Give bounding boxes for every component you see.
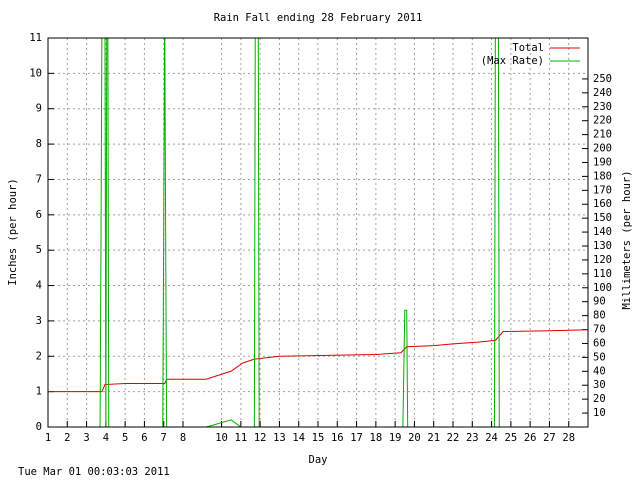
y2-tick-label: 210 bbox=[593, 129, 612, 141]
y2-tick-label: 110 bbox=[593, 268, 612, 280]
y-tick-label: 6 bbox=[36, 209, 42, 221]
y-tick-label: 8 bbox=[36, 138, 42, 150]
legend-label: Total bbox=[512, 42, 544, 54]
x-tick-label: 6 bbox=[141, 432, 147, 444]
x-tick-label: 5 bbox=[122, 432, 128, 444]
y2-tick-label: 150 bbox=[593, 212, 612, 224]
y-tick-label: 10 bbox=[29, 67, 42, 79]
plot-border bbox=[47, 37, 589, 428]
y2-tick-label: 60 bbox=[593, 337, 606, 349]
plot-area bbox=[48, 38, 588, 427]
y-tick-label: 7 bbox=[36, 173, 42, 185]
x-tick-label: 17 bbox=[350, 432, 363, 444]
x-tick-label: 15 bbox=[312, 432, 325, 444]
y-tick-label: 11 bbox=[29, 32, 42, 44]
y2-tick-label: 40 bbox=[593, 365, 606, 377]
x-tick-label: 2 bbox=[64, 432, 70, 444]
x-tick-label: 8 bbox=[180, 432, 186, 444]
y2-axis-label: Millimeters (per hour) bbox=[621, 170, 633, 309]
y2-tick-label: 240 bbox=[593, 87, 612, 99]
x-tick-label: 23 bbox=[466, 432, 479, 444]
y2-tick-label: 70 bbox=[593, 324, 606, 336]
x-tick-label: 1 bbox=[45, 432, 51, 444]
x-tick-label: 19 bbox=[389, 432, 402, 444]
x-tick-label: 13 bbox=[273, 432, 286, 444]
y-tick-label: 4 bbox=[36, 280, 42, 292]
y2-tick-label: 190 bbox=[593, 156, 612, 168]
legend-label: (Max Rate) bbox=[481, 55, 544, 67]
y2-tick-label: 50 bbox=[593, 351, 606, 363]
x-tick-label: 20 bbox=[408, 432, 421, 444]
x-tick-label: 22 bbox=[447, 432, 460, 444]
x-tick-label: 25 bbox=[505, 432, 518, 444]
y2-tick-label: 100 bbox=[593, 282, 612, 294]
series-line bbox=[48, 38, 588, 427]
x-tick-label: 28 bbox=[562, 432, 575, 444]
y-tick-label: 9 bbox=[36, 103, 42, 115]
x-axis-label: Day bbox=[309, 454, 328, 466]
y2-tick-label: 130 bbox=[593, 240, 612, 252]
y2-tick-label: 30 bbox=[593, 379, 606, 391]
x-tick-label: 7 bbox=[161, 432, 167, 444]
x-tick-label: 27 bbox=[543, 432, 556, 444]
y-tick-label: 2 bbox=[36, 350, 42, 362]
x-tick-label: 11 bbox=[235, 432, 248, 444]
y2-tick-label: 180 bbox=[593, 170, 612, 182]
x-tick-label: 18 bbox=[370, 432, 383, 444]
x-tick-label: 10 bbox=[215, 432, 228, 444]
y2-tick-label: 90 bbox=[593, 296, 606, 308]
chart-title: Rain Fall ending 28 February 2011 bbox=[214, 12, 423, 24]
x-tick-label: 3 bbox=[83, 432, 89, 444]
y2-tick-label: 250 bbox=[593, 73, 612, 85]
y2-tick-label: 230 bbox=[593, 101, 612, 113]
y2-tick-label: 10 bbox=[593, 407, 606, 419]
y2-tick-label: 140 bbox=[593, 226, 612, 238]
series-line bbox=[48, 329, 588, 393]
x-tick-label: 12 bbox=[254, 432, 267, 444]
y2-tick-label: 120 bbox=[593, 254, 612, 266]
footer: Tue Mar 01 00:03:03 2011 bbox=[18, 466, 170, 478]
y-tick-label: 1 bbox=[36, 386, 42, 398]
x-tick-label: 14 bbox=[292, 432, 305, 444]
y-tick-label: 5 bbox=[36, 244, 42, 256]
x-tick-label: 26 bbox=[524, 432, 537, 444]
y-tick-label: 0 bbox=[36, 421, 42, 433]
x-tick-label: 24 bbox=[485, 432, 498, 444]
y-axis-label: Inches (per hour) bbox=[7, 178, 19, 285]
x-tick-label: 16 bbox=[331, 432, 344, 444]
x-tick-label: 4 bbox=[103, 432, 109, 444]
y2-tick-label: 80 bbox=[593, 310, 606, 322]
x-tick-label: 21 bbox=[427, 432, 440, 444]
y2-tick-label: 20 bbox=[593, 393, 606, 405]
y2-tick-label: 170 bbox=[593, 184, 612, 196]
y2-tick-label: 160 bbox=[593, 198, 612, 210]
y-tick-label: 3 bbox=[36, 315, 42, 327]
y2-tick-label: 220 bbox=[593, 115, 612, 127]
y2-tick-label: 200 bbox=[593, 143, 612, 155]
